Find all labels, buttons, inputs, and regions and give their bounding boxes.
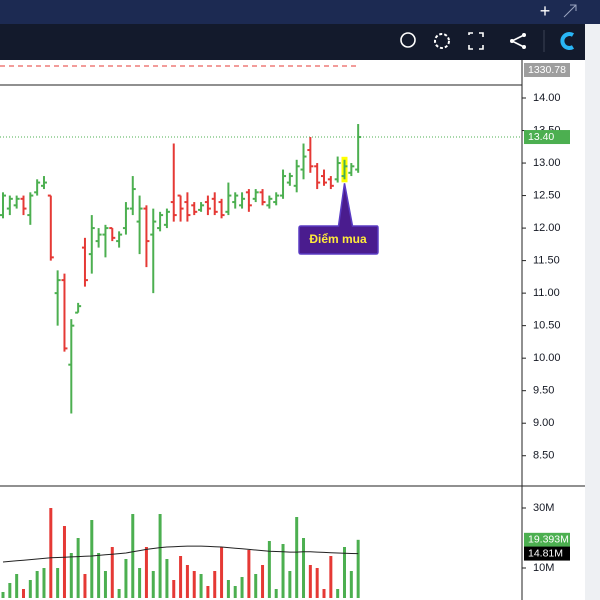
y-tick-label: 12.00 (533, 222, 561, 234)
volume-bar (21, 589, 25, 598)
volume-bar (281, 544, 285, 598)
price-badge: 13.40 (528, 131, 554, 143)
volume-bar (247, 550, 251, 598)
y-tick-label: 13.00 (533, 157, 561, 169)
volume-bar (220, 547, 224, 598)
side-panel (585, 24, 600, 600)
volume-bar (131, 514, 135, 598)
volume-bar (124, 559, 128, 598)
volume-badge-bg (524, 532, 570, 547)
volume-bar (90, 520, 94, 598)
volume-bar (62, 526, 66, 598)
index-badge-bg (524, 63, 570, 77)
ma-badge-bg (524, 546, 570, 561)
logo[interactable] (560, 32, 575, 50)
volume-bar (274, 589, 278, 598)
volume-bar (158, 514, 162, 598)
ma-badge: 14.81M (528, 547, 563, 559)
volume-bar (76, 538, 80, 598)
volume-bar (49, 508, 53, 598)
volume-bar (315, 568, 319, 598)
volume-bar (213, 571, 217, 598)
volume-bar (206, 586, 210, 598)
volume-bar (288, 571, 292, 598)
alert-icon[interactable] (400, 32, 416, 48)
volume-bar (8, 583, 12, 598)
volume-bar (110, 547, 114, 598)
volume-bar (97, 553, 101, 598)
volume-bar (295, 517, 299, 598)
y-tick-label: 10.50 (533, 320, 561, 332)
toolbar (0, 24, 585, 60)
price-badge-bg (524, 130, 570, 145)
volume-badge: 19.393M (528, 534, 569, 546)
settings-icon[interactable] (434, 33, 450, 49)
volume-bar (322, 589, 326, 598)
volume-bar (356, 539, 360, 598)
volume-bar (267, 541, 271, 598)
y-tick-label: 10.00 (533, 352, 561, 364)
volume-bar (103, 571, 107, 598)
fullscreen-icon[interactable] (468, 32, 484, 50)
y-tick-label: 8.50 (533, 450, 554, 462)
volume-tick-label: 30M (533, 502, 554, 514)
expand-icon[interactable] (563, 4, 577, 18)
volume-bar (336, 589, 340, 598)
index-badge: 1330.78 (528, 64, 566, 76)
volume-bar (15, 574, 19, 598)
volume-bar (308, 565, 312, 598)
y-tick-label: 9.00 (533, 417, 554, 429)
volume-bar (117, 589, 121, 598)
volume-bar (343, 547, 346, 598)
volume-bar (240, 577, 244, 598)
callout (298, 183, 379, 255)
volume-bar (138, 568, 142, 598)
volume-bar (35, 571, 39, 598)
y-tick-label: 12.50 (533, 189, 561, 201)
volume-bar (302, 538, 306, 598)
volume-bar (233, 586, 237, 598)
title-bar (0, 0, 600, 24)
volume-bar (179, 556, 183, 598)
volume-ma (2, 545, 359, 563)
volume-bar (56, 568, 60, 598)
volume-bar (165, 559, 169, 598)
y-tick-label: 9.50 (533, 385, 554, 397)
volume-bar (329, 556, 333, 598)
volume-bar (261, 565, 265, 598)
volume-bar (42, 568, 46, 598)
volume-bar (28, 580, 32, 598)
y-tick-label: 14.00 (533, 92, 561, 104)
volume-bar (254, 574, 258, 598)
volume-bar (144, 547, 148, 598)
volume-bar (199, 574, 203, 598)
share-icon[interactable] (511, 34, 525, 48)
volume-bar (172, 580, 176, 598)
volume-tick-label: 10M (533, 562, 554, 574)
volume-bar (349, 571, 353, 598)
callout-text: Điểm mua (309, 232, 367, 246)
volume-bar (1, 592, 5, 598)
volume-bar (69, 553, 73, 598)
volume-bar (192, 571, 196, 598)
y-tick-label: 11.50 (533, 255, 560, 267)
volume-bar (185, 565, 189, 598)
volume-bar (151, 571, 155, 598)
volume-bar (226, 580, 230, 598)
volume-bar (83, 574, 87, 598)
y-tick-label: 11.00 (533, 287, 560, 299)
add-icon[interactable]: + (540, 1, 551, 21)
